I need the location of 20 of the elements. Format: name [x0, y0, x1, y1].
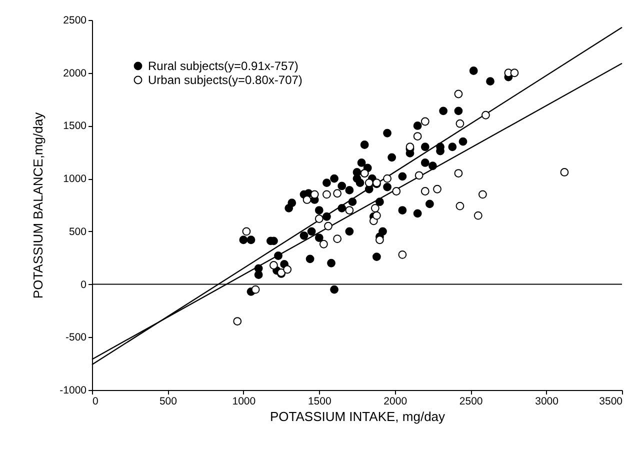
- legend-label: Rural subjects(y=0.91x-757): [148, 59, 298, 73]
- x-tick-label: 500: [159, 396, 178, 408]
- legend-label: Urban subjects(y=0.80x-707): [148, 73, 302, 87]
- y-tick-label: 0: [80, 278, 87, 291]
- y-tick-label: -500: [65, 332, 87, 344]
- y-tick-label: 2000: [63, 67, 87, 80]
- y-tick-label: 500: [68, 226, 87, 238]
- y-tick-label: -1000: [60, 384, 87, 396]
- x-axis-title: POTASSIUM INTAKE, mg/day: [270, 409, 446, 424]
- x-tick-label: 2500: [459, 396, 483, 408]
- x-tick-label: 0: [92, 396, 98, 408]
- y-tick-label: 2500: [63, 14, 87, 26]
- x-tick-label: 3000: [535, 396, 559, 408]
- x-tick-label: 1500: [308, 396, 332, 408]
- x-tick-label: 3500: [599, 396, 623, 408]
- y-axis-title: POTASSIUM BALANCE,mg/day: [30, 112, 46, 299]
- y-tick-label: 1000: [63, 173, 87, 186]
- x-tick-label: 1000: [232, 396, 256, 408]
- y-tick-label: 1500: [63, 120, 87, 132]
- x-tick-label: 2000: [384, 396, 408, 408]
